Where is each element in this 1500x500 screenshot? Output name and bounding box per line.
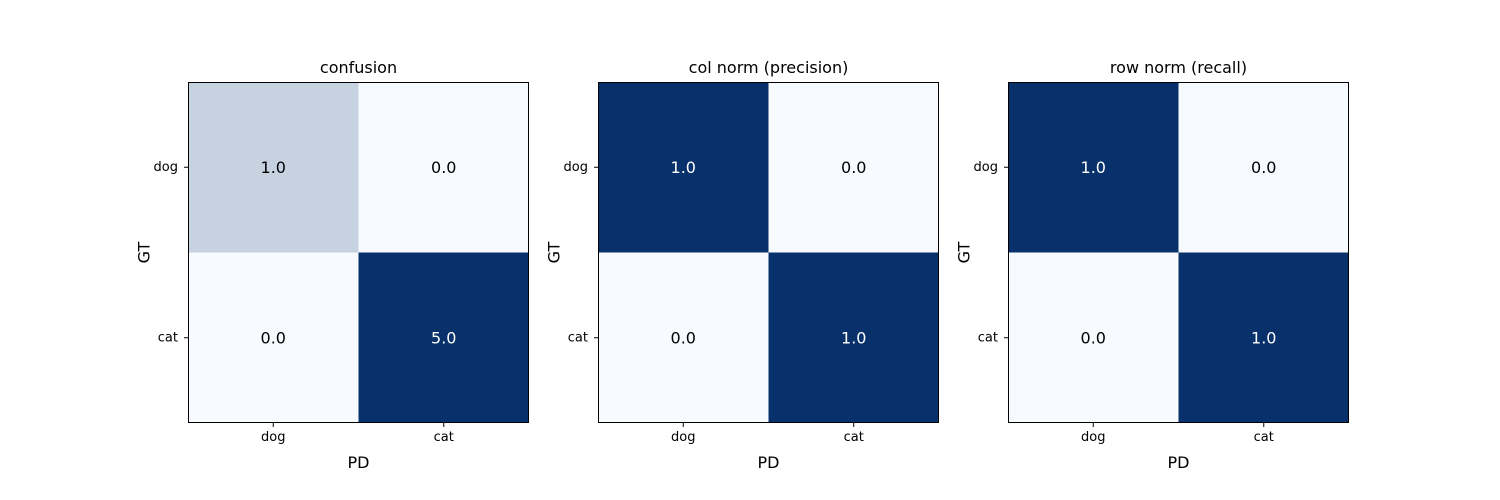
- plot-frame: [1008, 82, 1349, 423]
- y-axis-label: GT: [545, 241, 564, 263]
- x-tick-label: dog: [1081, 430, 1105, 445]
- y-tick-label: dog: [974, 160, 998, 175]
- heatmap-panel-3: 1.0 0.0 0.0 1.0 dog cat dog cat row norm (recall…: [955, 58, 1349, 472]
- cell-value-label: 0.0: [671, 328, 696, 347]
- cell-value-label: 0.0: [1251, 158, 1276, 177]
- heatmap-panel-2: 1.0 0.0 0.0 1.0 dog cat dog cat col norm (precis…: [545, 58, 939, 472]
- y-axis-label: GT: [955, 241, 974, 263]
- y-tick-label: dog: [154, 160, 178, 175]
- cell-value-label: 1.0: [1081, 158, 1106, 177]
- x-tick-label: cat: [844, 430, 864, 445]
- heatmap-cell: [1178, 252, 1349, 423]
- cell-value-label: 5.0: [431, 328, 456, 347]
- cell-value-label: 0.0: [431, 158, 456, 177]
- heatmap-cell: [358, 252, 529, 423]
- x-tick-label: dog: [261, 430, 285, 445]
- y-tick-label: cat: [158, 330, 178, 345]
- x-tick-label: cat: [434, 430, 454, 445]
- cell-value-label: 0.0: [261, 328, 286, 347]
- x-tick-label: cat: [1254, 430, 1274, 445]
- cell-value-label: 0.0: [841, 158, 866, 177]
- heatmap-cell: [1008, 252, 1179, 423]
- heatmap-cell: [1008, 82, 1179, 253]
- heatmap-cell: [768, 252, 939, 423]
- x-axis-label: PD: [348, 453, 370, 472]
- x-tick-label: dog: [671, 430, 695, 445]
- chart-title: row norm (recall): [1110, 58, 1247, 77]
- heatmap-cell: [188, 252, 359, 423]
- y-tick-label: cat: [978, 330, 998, 345]
- cell-value-label: 0.0: [1081, 328, 1106, 347]
- heatmap-cell: [358, 82, 529, 253]
- x-axis-label: PD: [758, 453, 780, 472]
- heatmap-cell: [598, 82, 769, 253]
- y-tick-label: dog: [564, 160, 588, 175]
- heatmap-panel-1: 1.0 0.0 0.0 5.0 dog cat dog cat confusion PD GT: [135, 58, 529, 472]
- x-axis-label: PD: [1168, 453, 1190, 472]
- chart-title: col norm (precision): [689, 58, 849, 77]
- plot-frame: [188, 82, 529, 423]
- plot-frame: [598, 82, 939, 423]
- cell-value-label: 1.0: [261, 158, 286, 177]
- heatmap-cell: [598, 252, 769, 423]
- cell-value-label: 1.0: [671, 158, 696, 177]
- heatmap-cell: [768, 82, 939, 253]
- cell-value-label: 1.0: [1251, 328, 1276, 347]
- y-axis-label: GT: [135, 241, 154, 263]
- chart-title: confusion: [320, 58, 397, 77]
- cell-value-label: 1.0: [841, 328, 866, 347]
- heatmap-cell: [1178, 82, 1349, 253]
- heatmap-cell: [188, 82, 359, 253]
- y-tick-label: cat: [568, 330, 588, 345]
